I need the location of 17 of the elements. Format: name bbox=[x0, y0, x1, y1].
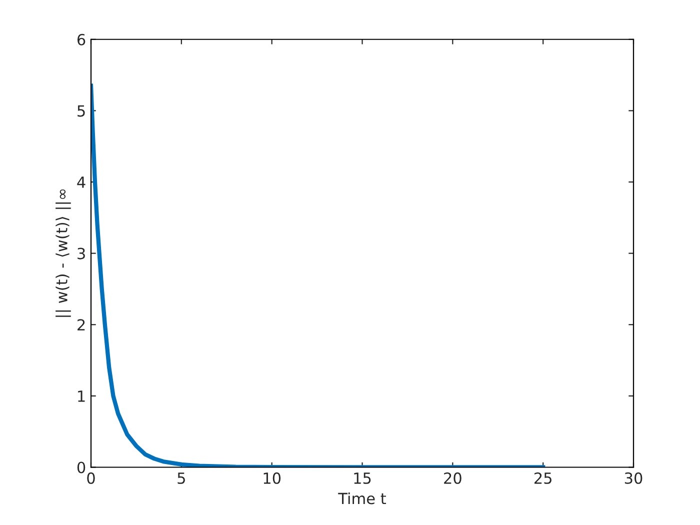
x-tick-label: 20 bbox=[444, 472, 462, 484]
y-tick-label: 3 bbox=[78, 248, 85, 260]
x-tick-label: 30 bbox=[624, 472, 642, 484]
x-tick-label: 25 bbox=[534, 472, 552, 484]
y-tick-label: 2 bbox=[78, 319, 85, 330]
y-tick-label: 0 bbox=[77, 462, 86, 474]
x-tick-label: 5 bbox=[178, 472, 185, 484]
y-tick-label: 6 bbox=[77, 34, 86, 46]
x-axis-title: Time t bbox=[338, 492, 386, 504]
x-tick-label: 15 bbox=[354, 472, 371, 484]
y-axis-title: || w(t) - ⟨w(t)⟩ ||∞ bbox=[56, 189, 71, 317]
x-tick-label: 10 bbox=[264, 472, 281, 484]
x-tick-label: 0 bbox=[87, 472, 95, 484]
line-series bbox=[91, 84, 546, 468]
y-tick-label: 4 bbox=[77, 176, 86, 188]
y-tick-label: 1 bbox=[78, 390, 85, 402]
y-tick-label: 5 bbox=[78, 105, 85, 117]
